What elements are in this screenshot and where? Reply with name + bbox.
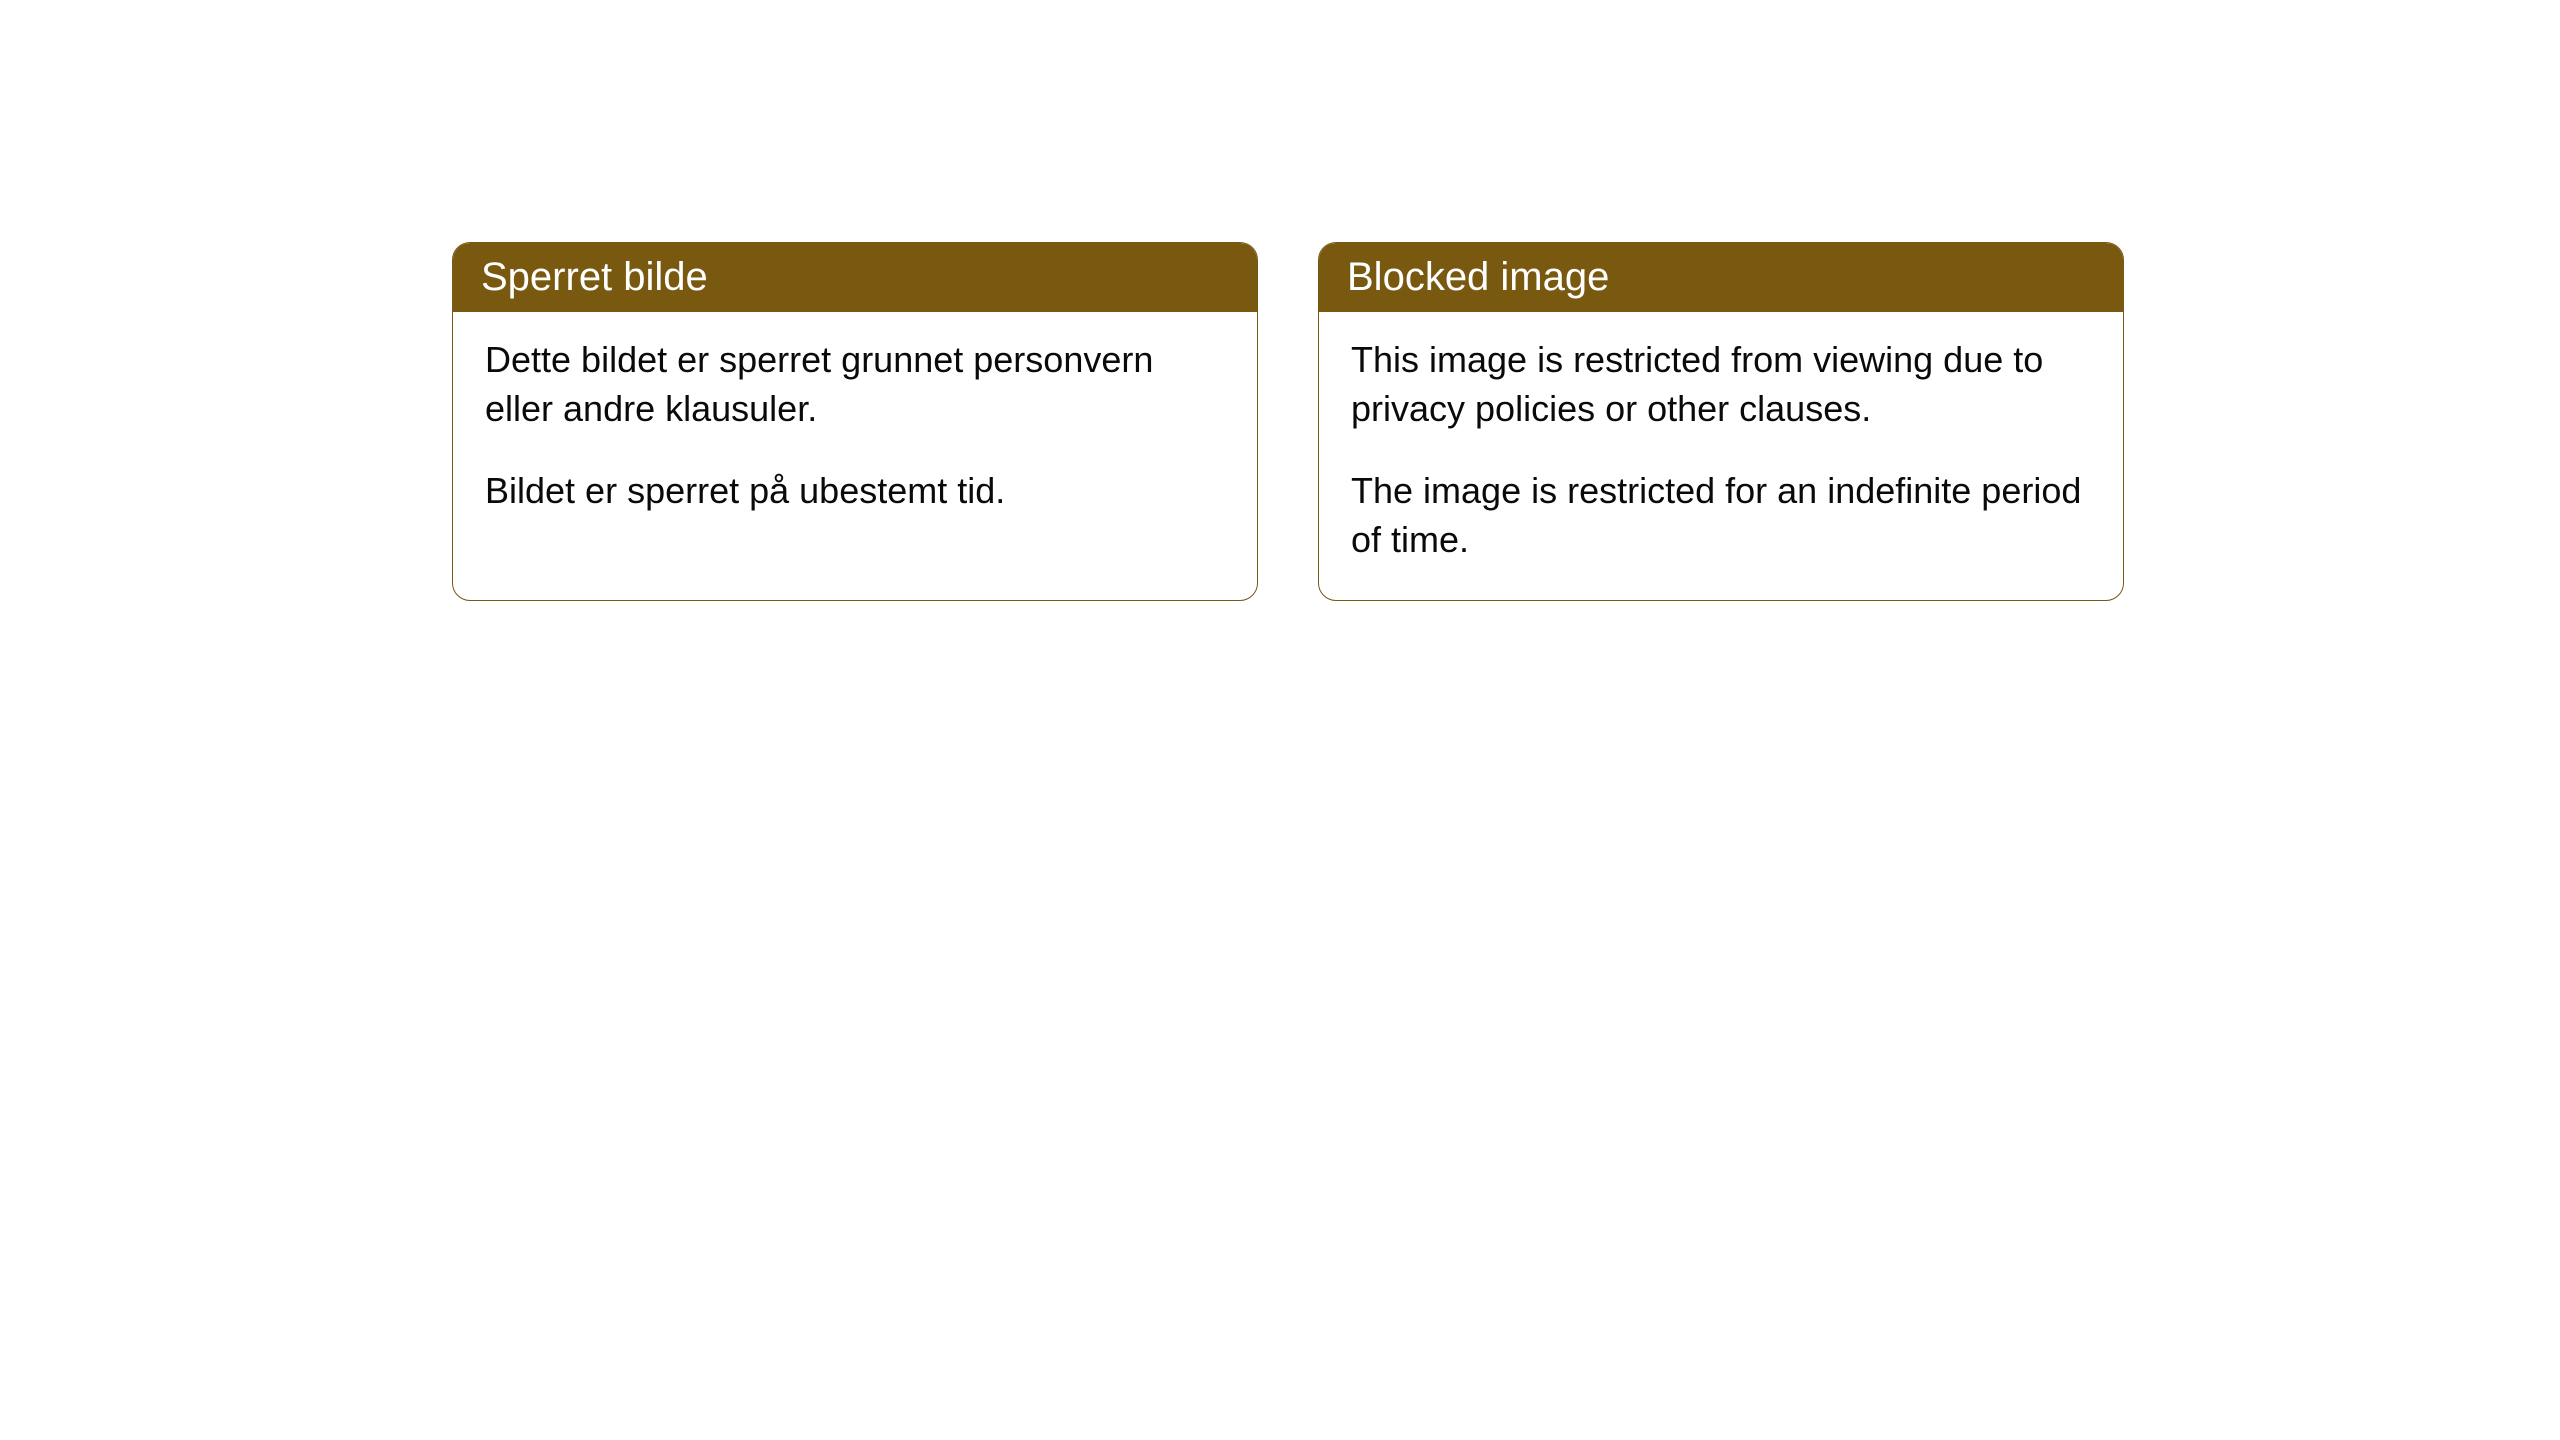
- notice-card-english: Blocked image This image is restricted f…: [1318, 242, 2124, 601]
- notice-card-norwegian: Sperret bilde Dette bildet er sperret gr…: [452, 242, 1258, 601]
- card-body: Dette bildet er sperret grunnet personve…: [453, 312, 1257, 552]
- notice-container: Sperret bilde Dette bildet er sperret gr…: [0, 0, 2560, 601]
- card-paragraph: Dette bildet er sperret grunnet personve…: [485, 336, 1225, 433]
- card-paragraph: The image is restricted for an indefinit…: [1351, 467, 2091, 564]
- card-body: This image is restricted from viewing du…: [1319, 312, 2123, 600]
- card-paragraph: This image is restricted from viewing du…: [1351, 336, 2091, 433]
- card-paragraph: Bildet er sperret på ubestemt tid.: [485, 467, 1225, 516]
- card-title: Sperret bilde: [453, 243, 1257, 312]
- card-title: Blocked image: [1319, 243, 2123, 312]
